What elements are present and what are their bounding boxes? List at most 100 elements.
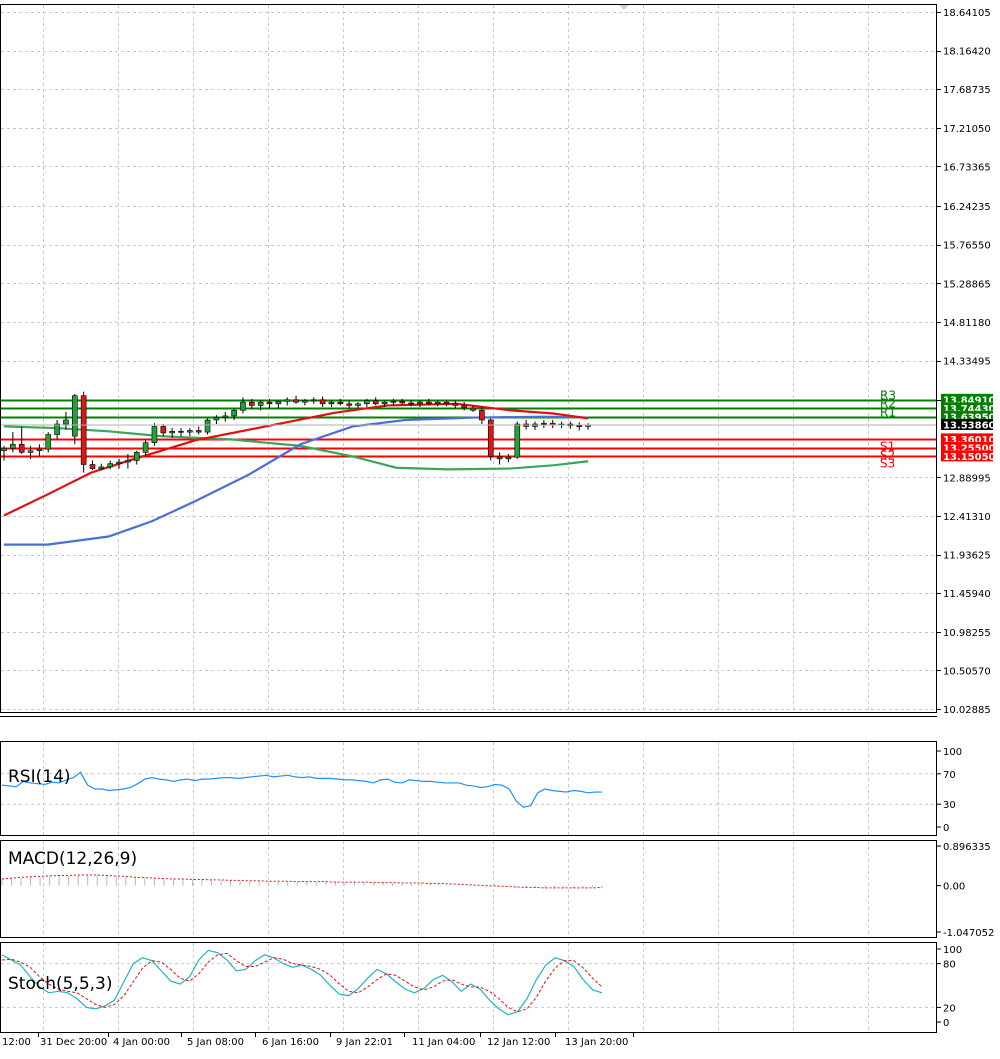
x-tick-label: 13 Jan 20:00 bbox=[565, 1037, 628, 1048]
price-badge-label: 13.36010 bbox=[943, 435, 996, 446]
candle-body bbox=[284, 399, 291, 402]
level-label-s1: S1 bbox=[880, 440, 895, 454]
candle bbox=[372, 397, 379, 406]
rsi-tick-label: 100 bbox=[943, 747, 962, 758]
candle bbox=[470, 405, 476, 412]
candle-body bbox=[204, 419, 211, 433]
rsi-panel[interactable] bbox=[1, 771, 602, 808]
candle bbox=[346, 400, 352, 409]
candle-body bbox=[505, 456, 512, 460]
candle bbox=[443, 399, 450, 407]
candle-body bbox=[275, 401, 282, 405]
candle-body bbox=[195, 430, 202, 433]
candle bbox=[160, 424, 167, 437]
level-label-r2: R2 bbox=[880, 397, 896, 411]
price-badge-label: 13.15050 bbox=[943, 452, 996, 463]
ma-mid-line bbox=[4, 415, 589, 546]
candle bbox=[240, 397, 246, 414]
candle bbox=[576, 422, 583, 431]
candle bbox=[18, 426, 25, 454]
candle-body bbox=[160, 426, 167, 434]
candle-body bbox=[80, 395, 87, 465]
candle bbox=[328, 400, 335, 408]
candle bbox=[399, 398, 406, 405]
candle bbox=[479, 407, 485, 425]
x-tick-label: 5 Jan 08:00 bbox=[187, 1037, 244, 1048]
candle-body bbox=[310, 399, 317, 402]
panel-frame bbox=[0, 840, 937, 938]
candle bbox=[45, 432, 52, 453]
macd-tick-label: -1.047052 bbox=[943, 928, 994, 939]
candle-body bbox=[257, 401, 264, 406]
y-tick-label: 18.16420 bbox=[943, 47, 991, 58]
candle bbox=[80, 391, 87, 473]
candle-body bbox=[178, 431, 184, 433]
x-tick-label: 12:00 bbox=[2, 1037, 31, 1048]
candle-body bbox=[1, 448, 7, 452]
candle bbox=[151, 423, 158, 446]
y-tick-label: 14.81180 bbox=[943, 318, 991, 329]
scroll-marker-icon[interactable] bbox=[619, 5, 629, 10]
macd-tick-label: 0.896335 bbox=[943, 842, 991, 853]
y-tick-label: 16.24235 bbox=[943, 202, 991, 213]
y-tick-label: 17.68735 bbox=[943, 85, 991, 96]
candle-body bbox=[45, 434, 52, 450]
candle bbox=[293, 395, 299, 404]
price-badge-label: 13.25500 bbox=[943, 443, 996, 454]
candle bbox=[275, 399, 282, 409]
candle bbox=[142, 439, 149, 457]
candle bbox=[364, 398, 370, 408]
candle bbox=[116, 458, 122, 469]
ma-slow-line bbox=[3, 425, 589, 471]
current-price-label: 13.53860 bbox=[943, 420, 996, 431]
candle bbox=[231, 407, 237, 420]
panel-frame bbox=[0, 4, 937, 713]
candle bbox=[72, 394, 78, 445]
candle-body bbox=[222, 415, 229, 418]
rsi-tick-label: 70 bbox=[943, 770, 956, 781]
candle-body bbox=[36, 448, 43, 452]
y-tick-label: 12.88995 bbox=[943, 473, 991, 484]
candle bbox=[461, 402, 468, 411]
candle bbox=[434, 400, 441, 407]
y-tick-label: 10.50570 bbox=[943, 666, 991, 677]
x-tick-label: 6 Jan 16:00 bbox=[262, 1037, 319, 1048]
candle-body bbox=[231, 409, 237, 417]
price-badge-r3 bbox=[941, 393, 993, 405]
stoch-panel[interactable] bbox=[1, 949, 603, 1016]
candle bbox=[54, 419, 60, 440]
candle bbox=[390, 398, 397, 406]
candle-body bbox=[576, 425, 583, 427]
candle-body bbox=[434, 401, 441, 405]
candle-body bbox=[319, 399, 326, 405]
ma-fast-line bbox=[3, 402, 589, 517]
candle-body bbox=[372, 400, 379, 405]
candle-body bbox=[133, 452, 140, 461]
candle-body bbox=[399, 401, 406, 404]
candle-body bbox=[266, 401, 273, 405]
candle-body bbox=[10, 443, 16, 449]
y-tick-label: 16.73365 bbox=[943, 162, 991, 173]
level-label-s3: S3 bbox=[880, 457, 895, 471]
candle bbox=[133, 450, 140, 465]
candle bbox=[222, 411, 229, 422]
candle-body bbox=[213, 417, 220, 421]
candle bbox=[425, 398, 432, 406]
panel-frame bbox=[0, 942, 937, 1033]
macd-panel[interactable] bbox=[1, 874, 603, 889]
candle-body bbox=[142, 442, 149, 453]
candle bbox=[505, 453, 512, 463]
candle bbox=[417, 400, 423, 408]
price-panel[interactable]: R3R2R1S1S2S3 bbox=[1, 389, 936, 546]
price-badge-label: 13.84910 bbox=[943, 395, 996, 406]
candle bbox=[204, 418, 211, 435]
price-badge-label: 13.74430 bbox=[943, 404, 996, 415]
candle-body bbox=[125, 460, 131, 463]
candle bbox=[302, 398, 308, 406]
candle bbox=[337, 398, 344, 406]
candle bbox=[452, 400, 459, 409]
candle-body bbox=[452, 403, 459, 406]
x-tick-label: 11 Jan 04:00 bbox=[412, 1037, 475, 1048]
price-badge-r2 bbox=[941, 402, 993, 414]
